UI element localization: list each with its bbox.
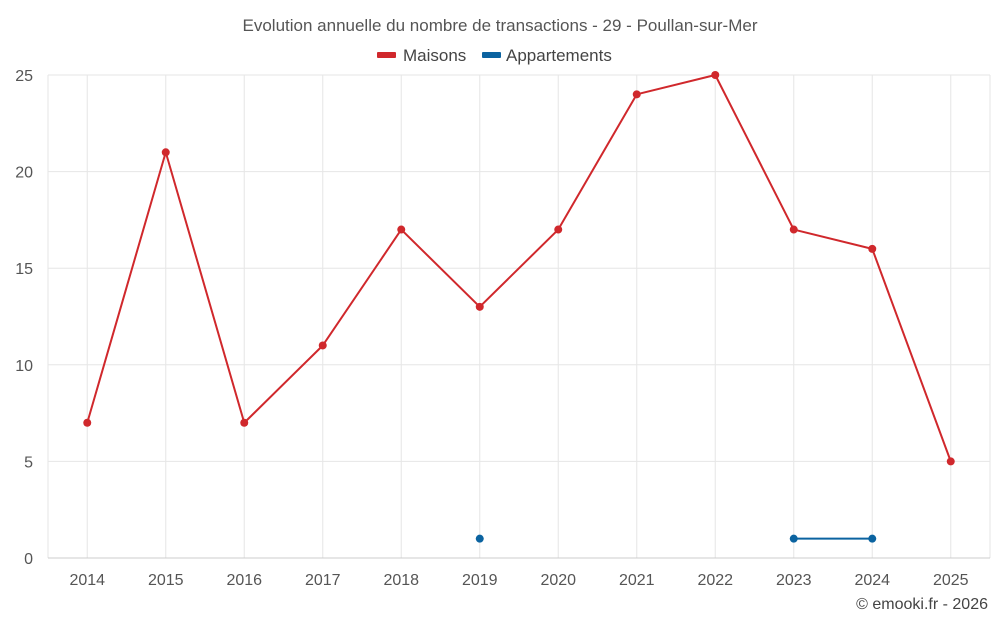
legend-label: Appartements (506, 46, 612, 65)
x-tick-label: 2018 (383, 572, 419, 589)
y-tick-label: 20 (15, 165, 33, 182)
chart-title: Evolution annuelle du nombre de transact… (243, 16, 758, 35)
x-tick-label: 2023 (776, 572, 812, 589)
data-point (240, 418, 249, 427)
x-tick-label: 2014 (69, 572, 105, 589)
data-point (868, 244, 877, 253)
y-tick-label: 0 (24, 551, 33, 568)
data-point (554, 225, 563, 234)
series-maisons (83, 71, 955, 466)
x-tick-label: 2017 (305, 572, 341, 589)
data-point (711, 71, 720, 79)
legend-swatch (482, 52, 501, 58)
legend-item-maisons: Maisons (377, 46, 466, 65)
data-point (397, 225, 406, 234)
data-point (318, 341, 327, 350)
data-point (789, 225, 798, 234)
legend: Maisons Appartements (377, 46, 612, 65)
data-point (475, 534, 484, 543)
data-point (83, 418, 92, 427)
legend-item-appartements: Appartements (482, 46, 612, 65)
x-tick-label: 2016 (226, 572, 262, 589)
data-point (868, 534, 877, 543)
x-tick-label: 2024 (854, 572, 890, 589)
x-tick-label: 2025 (933, 572, 969, 589)
x-tick-label: 2020 (540, 572, 576, 589)
series-appartements (475, 534, 877, 543)
x-tick-label: 2022 (697, 572, 733, 589)
legend-swatch (377, 52, 396, 58)
y-tick-label: 25 (15, 68, 33, 85)
grid (47, 74, 991, 558)
data-point (475, 302, 484, 311)
legend-label: Maisons (403, 46, 466, 65)
data-point (946, 457, 955, 466)
x-tick-label: 2015 (148, 572, 184, 589)
y-tick-label: 10 (15, 358, 33, 375)
y-tick-label: 5 (24, 454, 33, 471)
data-point (632, 90, 641, 99)
data-point (161, 148, 170, 157)
series (83, 71, 955, 543)
data-point (789, 534, 798, 543)
y-tick-label: 15 (15, 261, 33, 278)
credit-text: © emooki.fr - 2026 (856, 596, 988, 613)
x-tick-label: 2021 (619, 572, 655, 589)
x-tick-label: 2019 (462, 572, 498, 589)
series-line (86, 74, 952, 462)
